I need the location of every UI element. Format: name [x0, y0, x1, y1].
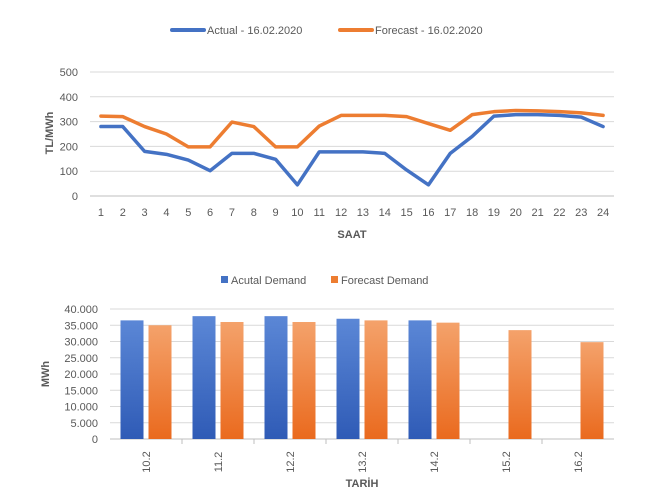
line-chart-x-tick-label: 1 — [98, 207, 104, 219]
bar-chart-y-axis-title: MWh — [40, 361, 52, 388]
bar-chart-y-tick-label: 20.000 — [64, 369, 98, 381]
line-chart-x-tick-label: 6 — [207, 207, 213, 219]
forecast-demand-bar — [508, 330, 532, 439]
bar-chart-x-axis-title: TARİH — [346, 477, 379, 490]
bar-chart-y-tick-label: 30.000 — [64, 337, 98, 349]
forecast-demand-bar — [364, 320, 388, 439]
line-chart-x-tick-label: 2 — [120, 207, 126, 219]
bar-chart-x-tick-label: 11.2 — [213, 452, 225, 473]
line-chart-gridlines — [90, 71, 614, 197]
line-chart: Actual - 16.02.2020 Forecast - 16.02.202… — [44, 25, 614, 241]
line-chart-x-tick-label: 21 — [531, 207, 543, 219]
bar-chart-y-tick-label: 15.000 — [64, 385, 98, 397]
line-chart-x-tick-label: 5 — [185, 207, 191, 219]
line-chart-y-tick-label: 400 — [60, 92, 78, 104]
line-chart-x-axis: 1 2 3 4 5 6 7 8 9 10 11 12 13 14 15 16 17 18 19 20 21 22 23 24 — [98, 207, 609, 219]
bar-chart-y-tick-label: 10.000 — [64, 402, 98, 414]
bar-chart-x-axis: 10.2 11.2 12.2 13.2 14.2 15.2 16.2 — [141, 439, 585, 473]
line-chart-x-tick-label: 22 — [553, 207, 565, 219]
line-chart-points — [100, 110, 604, 185]
bar-chart-x-tick-label: 13.2 — [357, 451, 369, 472]
forecast-demand-bar — [292, 322, 316, 439]
line-chart-y-tick-label: 300 — [60, 117, 78, 129]
line-chart-x-tick-label: 17 — [444, 207, 456, 219]
legend-actual-demand-label: Acutal Demand — [231, 275, 306, 287]
line-chart-x-tick-label: 19 — [488, 207, 500, 219]
line-chart-x-tick-label: 13 — [357, 207, 369, 219]
bar-chart-y-tick-label: 0 — [92, 434, 98, 446]
line-chart-x-tick-label: 4 — [163, 207, 169, 219]
line-chart-x-tick-label: 18 — [466, 207, 478, 219]
forecast-series-line — [99, 108, 605, 149]
forecast-demand-bar — [580, 342, 604, 439]
legend-forecast-label: Forecast - 16.02.2020 — [375, 25, 483, 37]
bar-chart-y-tick-label: 40.000 — [64, 304, 98, 316]
line-chart-x-tick-label: 10 — [291, 207, 303, 219]
actual-demand-bar — [336, 318, 360, 439]
line-chart-x-tick-label: 14 — [379, 207, 391, 219]
legend-actual-demand-swatch — [221, 276, 228, 283]
bar-chart-gridlines — [110, 308, 614, 440]
bar-chart-bars — [120, 316, 604, 439]
bar-chart-y-axis: 0 5.000 10.000 15.000 20.000 25.000 30.000 35.0… — [64, 304, 98, 446]
legend-forecast-demand-swatch — [331, 276, 338, 283]
forecast-demand-bar — [220, 322, 244, 439]
line-chart-x-tick-label: 9 — [273, 207, 279, 219]
line-chart-x-axis-title: SAAT — [337, 229, 366, 241]
line-chart-x-tick-label: 23 — [575, 207, 587, 219]
line-chart-x-tick-label: 8 — [251, 207, 257, 219]
actual-demand-bar — [264, 316, 288, 439]
bar-chart-legend: Acutal Demand Forecast Demand — [221, 275, 428, 287]
line-chart-x-tick-label: 24 — [597, 207, 609, 219]
line-chart-x-tick-label: 3 — [142, 207, 148, 219]
bar-chart-y-tick-label: 5.000 — [70, 418, 98, 430]
legend-actual-label: Actual - 16.02.2020 — [207, 25, 302, 37]
line-chart-y-tick-label: 100 — [60, 166, 78, 178]
actual-series-line — [99, 112, 605, 187]
line-chart-y-tick-label: 200 — [60, 141, 78, 153]
bar-chart-x-tick-label: 10.2 — [141, 451, 153, 472]
actual-demand-bar — [192, 316, 216, 439]
bar-chart-x-tick-label: 12.2 — [285, 451, 297, 472]
line-chart-x-tick-label: 20 — [510, 207, 522, 219]
bar-chart-x-tick-label: 14.2 — [429, 451, 441, 472]
actual-demand-bar — [408, 320, 432, 439]
line-chart-x-tick-label: 11 — [314, 207, 325, 219]
actual-demand-bar — [120, 320, 144, 439]
bar-chart-y-tick-label: 25.000 — [64, 353, 98, 365]
bar-chart: Acutal Demand Forecast Demand 0 5.000 10.0… — [40, 275, 614, 490]
line-chart-x-tick-label: 16 — [422, 207, 434, 219]
forecast-demand-bar — [148, 325, 172, 439]
line-chart-x-tick-label: 12 — [335, 207, 347, 219]
line-chart-legend: Actual - 16.02.2020 Forecast - 16.02.202… — [170, 25, 483, 37]
legend-forecast-demand-label: Forecast Demand — [341, 275, 428, 287]
line-chart-y-tick-label: 0 — [72, 191, 78, 203]
forecast-demand-bar — [436, 322, 460, 439]
line-chart-x-tick-label: 7 — [229, 207, 235, 219]
bar-chart-y-tick-label: 35.000 — [64, 320, 98, 332]
bar-chart-x-tick-label: 15.2 — [501, 451, 513, 472]
line-chart-y-axis: 0 100 200 300 400 500 — [60, 67, 78, 203]
line-chart-y-tick-label: 500 — [60, 67, 78, 79]
line-chart-y-axis-title: TL/MWh — [44, 111, 56, 154]
line-chart-x-tick-label: 15 — [400, 207, 412, 219]
bar-chart-x-tick-label: 16.2 — [573, 451, 585, 472]
